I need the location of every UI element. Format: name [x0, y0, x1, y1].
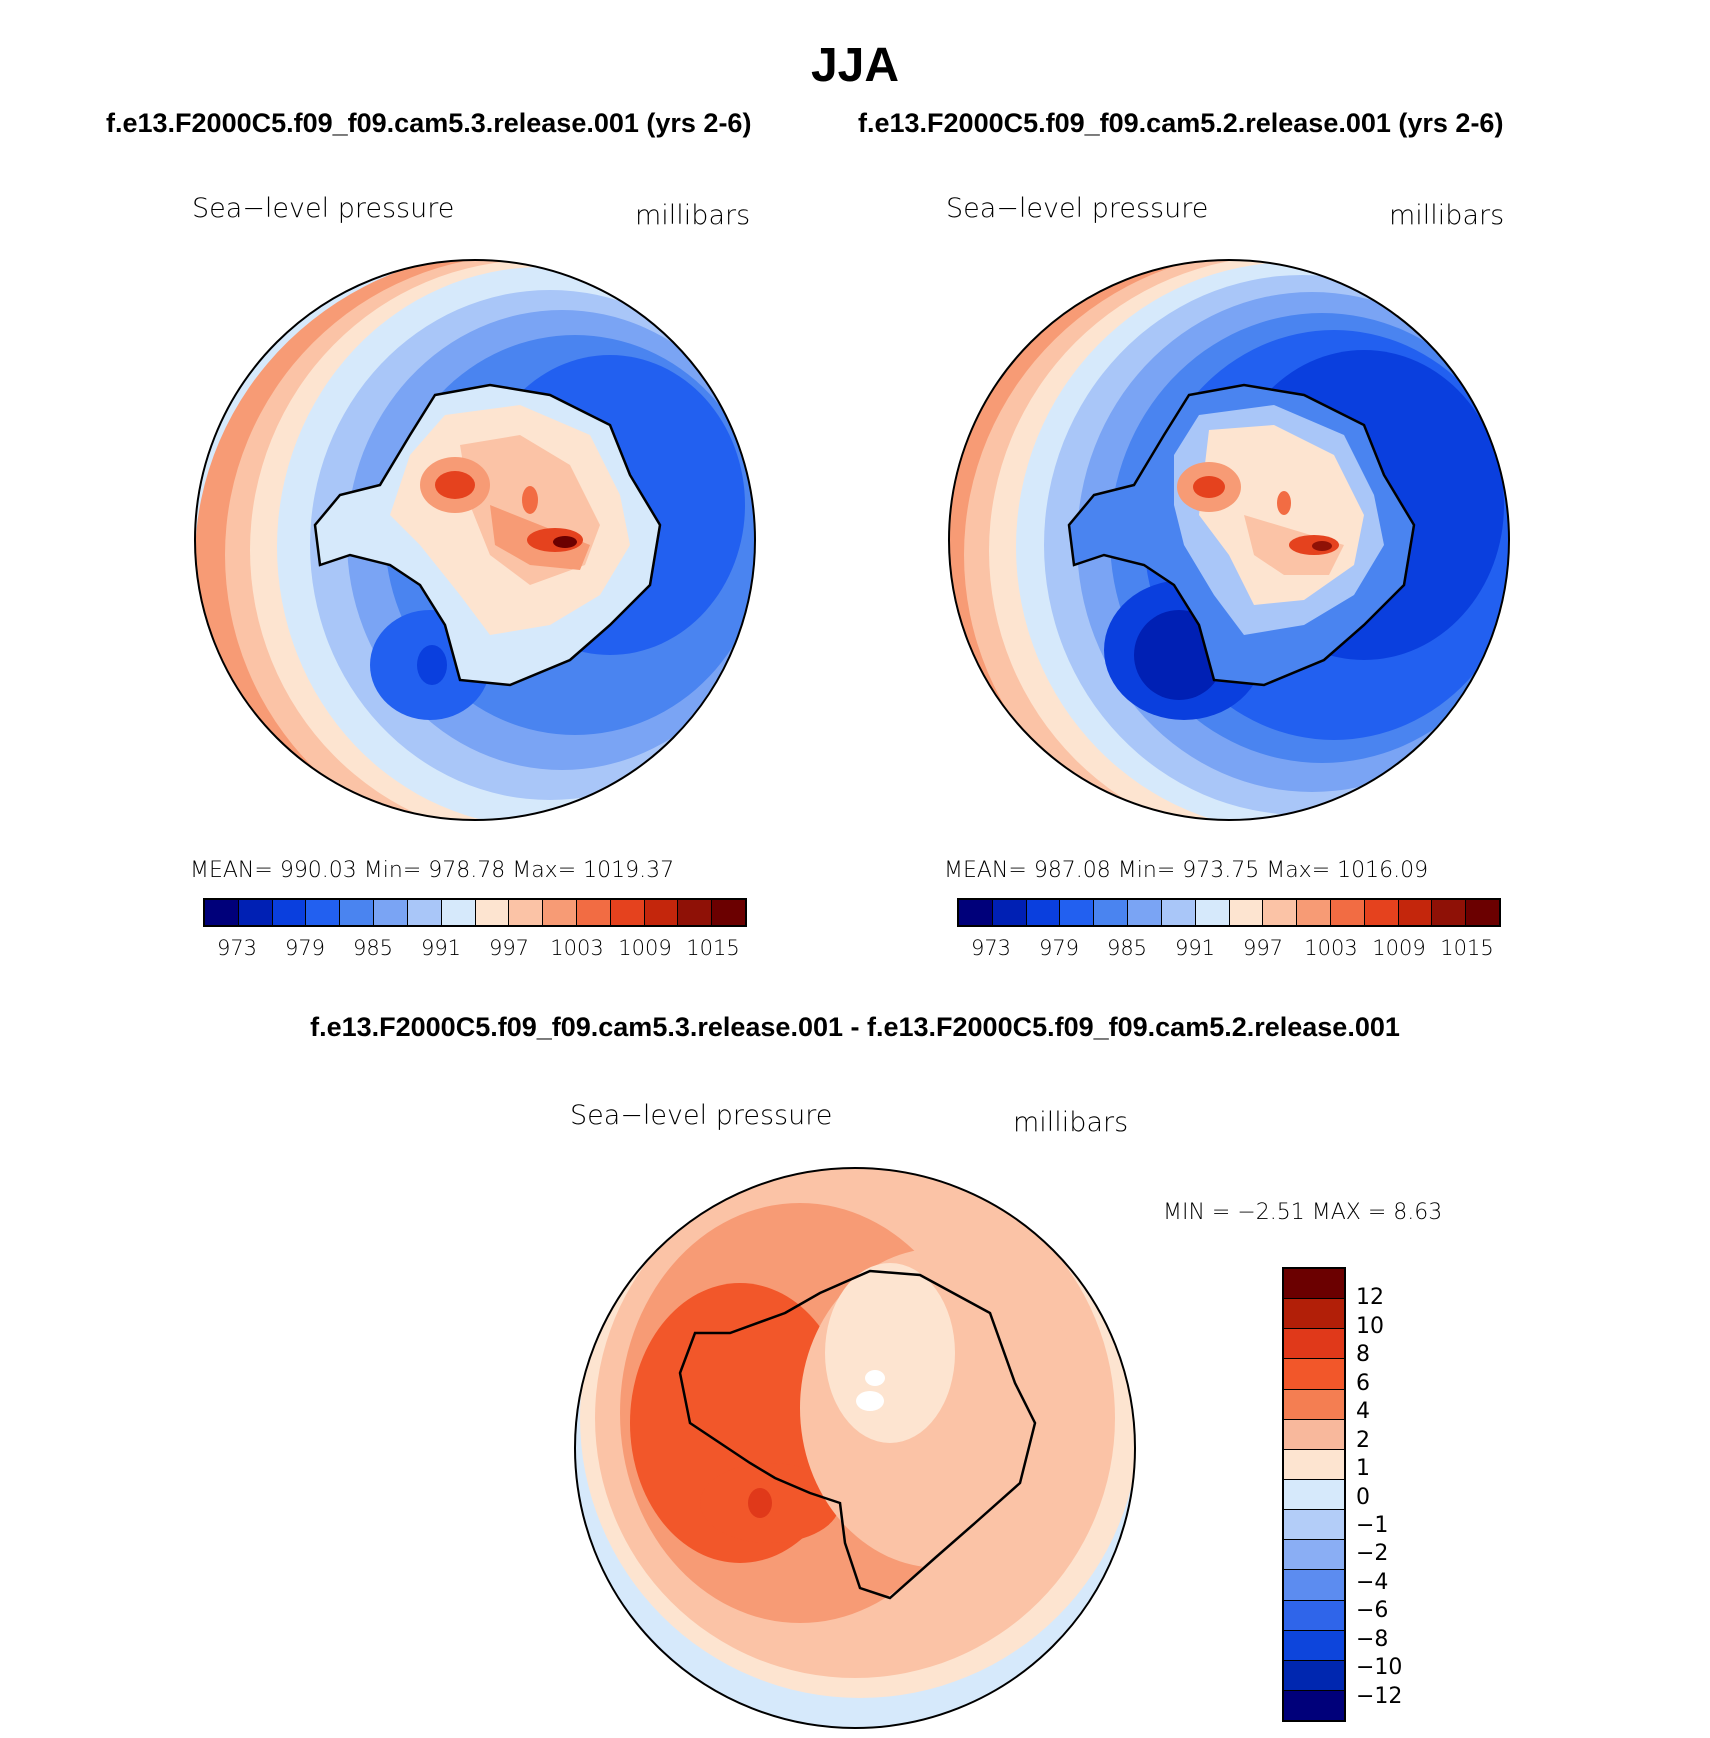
- colorbar-swatch: [1284, 1299, 1344, 1330]
- colorbar-swatch: [1263, 900, 1298, 925]
- colorbar-swatch: [1284, 1540, 1344, 1571]
- colorbar-tick-label: −12: [1356, 1683, 1403, 1709]
- colorbar-swatch: [1466, 900, 1499, 925]
- diff-variable-label: Sea−level pressure: [570, 1100, 833, 1131]
- colorbar-swatch: [374, 900, 408, 925]
- colorbar-swatch: [543, 900, 577, 925]
- colorbar-tick-label: 1015: [1440, 936, 1494, 960]
- colorbar-swatch: [576, 900, 611, 925]
- colorbar-swatch: [1026, 900, 1061, 925]
- colorbar-tick-label: 2: [1356, 1427, 1370, 1453]
- panel1-variable-label: Sea−level pressure: [192, 193, 455, 224]
- panel2-polar-map: [948, 259, 1510, 821]
- colorbar-tick-label: 1015: [686, 936, 740, 960]
- colorbar-tick-label: −4: [1356, 1569, 1389, 1595]
- colorbar-swatch: [1398, 900, 1433, 925]
- colorbar-swatch: [1161, 900, 1196, 925]
- colorbar-swatch: [959, 900, 993, 925]
- colorbar-tick-label: 991: [420, 936, 462, 960]
- colorbar-tick-label: 979: [284, 936, 326, 960]
- plot-title: JJA: [810, 39, 900, 92]
- colorbar-tick-label: 997: [488, 936, 530, 960]
- colorbar-swatch: [1330, 900, 1365, 925]
- panel2-variable-label: Sea−level pressure: [946, 193, 1209, 224]
- colorbar-swatch: [1284, 1570, 1344, 1601]
- colorbar-swatch: [678, 900, 713, 925]
- colorbar-tick-label: −2: [1356, 1541, 1389, 1567]
- difference-polar-map: [574, 1167, 1136, 1729]
- colorbar-swatch: [610, 900, 645, 925]
- colorbar-swatch: [1284, 1660, 1344, 1691]
- colorbar-tick-label: −8: [1356, 1626, 1389, 1652]
- colorbar-swatch: [1284, 1600, 1344, 1631]
- colorbar-swatch: [1229, 900, 1264, 925]
- colorbar-swatch: [1284, 1630, 1344, 1661]
- colorbar-tick-label: 1009: [618, 936, 672, 960]
- colorbar-swatch: [441, 900, 476, 925]
- panel1-units-label: millibars: [635, 200, 751, 231]
- colorbar-tick-label: 1009: [1372, 936, 1426, 960]
- colorbar-swatch: [272, 900, 307, 925]
- colorbar-swatch: [407, 900, 442, 925]
- colorbar-tick-label: 985: [1106, 936, 1148, 960]
- colorbar-tick-label: −6: [1356, 1598, 1389, 1624]
- colorbar-swatch: [1284, 1510, 1344, 1541]
- colorbar-swatch: [1284, 1389, 1344, 1420]
- diff-minmax: MIN = −2.51 MAX = 8.63: [1163, 1200, 1443, 1225]
- colorbar-swatch: [644, 900, 679, 925]
- colorbar-swatch: [1094, 900, 1129, 925]
- colorbar-tick-label: 1003: [1304, 936, 1358, 960]
- colorbar-swatch: [1284, 1449, 1344, 1480]
- colorbar-tick-label: −1: [1356, 1512, 1389, 1538]
- panel2-stats: MEAN= 987.08 Min= 973.75 Max= 1016.09: [944, 858, 1429, 883]
- diff-units-label: millibars: [1013, 1107, 1129, 1138]
- colorbar-swatch: [238, 900, 273, 925]
- colorbar-swatch: [1195, 900, 1230, 925]
- colorbar-tick-label: 1003: [550, 936, 604, 960]
- colorbar-tick-label: 973: [216, 936, 258, 960]
- colorbar-swatch: [1284, 1359, 1344, 1390]
- panel2-colorbar: [957, 898, 1501, 927]
- colorbar-swatch: [340, 900, 375, 925]
- colorbar-tick-label: 4: [1356, 1399, 1370, 1425]
- colorbar-swatch: [1432, 900, 1467, 925]
- panel1-colorbar: [203, 898, 747, 927]
- colorbar-swatch: [205, 900, 239, 925]
- difference-title: f.e13.F2000C5.f09_f09.cam5.3.release.001…: [310, 1012, 1400, 1042]
- case-title-left: f.e13.F2000C5.f09_f09.cam5.3.release.001…: [106, 108, 752, 138]
- colorbar-tick-label: 985: [352, 936, 394, 960]
- diff-colorbar: [1282, 1267, 1346, 1722]
- colorbar-swatch: [992, 900, 1027, 925]
- colorbar-swatch: [1284, 1479, 1344, 1511]
- colorbar-tick-label: 997: [1242, 936, 1284, 960]
- colorbar-tick-label: 0: [1356, 1484, 1370, 1510]
- colorbar-swatch: [509, 900, 544, 925]
- panel2-units-label: millibars: [1389, 200, 1505, 231]
- colorbar-swatch: [1284, 1690, 1344, 1721]
- colorbar-swatch: [306, 900, 341, 925]
- colorbar-tick-label: −10: [1356, 1655, 1403, 1681]
- colorbar-tick-label: 12: [1356, 1285, 1384, 1311]
- colorbar-swatch: [1128, 900, 1162, 925]
- colorbar-tick-label: 979: [1038, 936, 1080, 960]
- panel1-polar-map: [194, 259, 756, 821]
- colorbar-swatch: [475, 900, 510, 925]
- colorbar-swatch: [1060, 900, 1095, 925]
- colorbar-swatch: [1364, 900, 1399, 925]
- colorbar-tick-label: 10: [1356, 1313, 1384, 1339]
- colorbar-swatch: [1297, 900, 1331, 925]
- colorbar-swatch: [1284, 1269, 1344, 1300]
- colorbar-tick-label: 8: [1356, 1342, 1370, 1368]
- colorbar-swatch: [1284, 1329, 1344, 1360]
- case-title-right: f.e13.F2000C5.f09_f09.cam5.2.release.001…: [858, 108, 1504, 138]
- colorbar-swatch: [712, 900, 745, 925]
- colorbar-tick-label: 973: [970, 936, 1012, 960]
- colorbar-tick-label: 6: [1356, 1370, 1370, 1396]
- colorbar-swatch: [1284, 1419, 1344, 1450]
- colorbar-tick-label: 991: [1174, 936, 1216, 960]
- panel1-stats: MEAN= 990.03 Min= 978.78 Max= 1019.37: [190, 858, 675, 883]
- colorbar-tick-label: 1: [1356, 1456, 1370, 1482]
